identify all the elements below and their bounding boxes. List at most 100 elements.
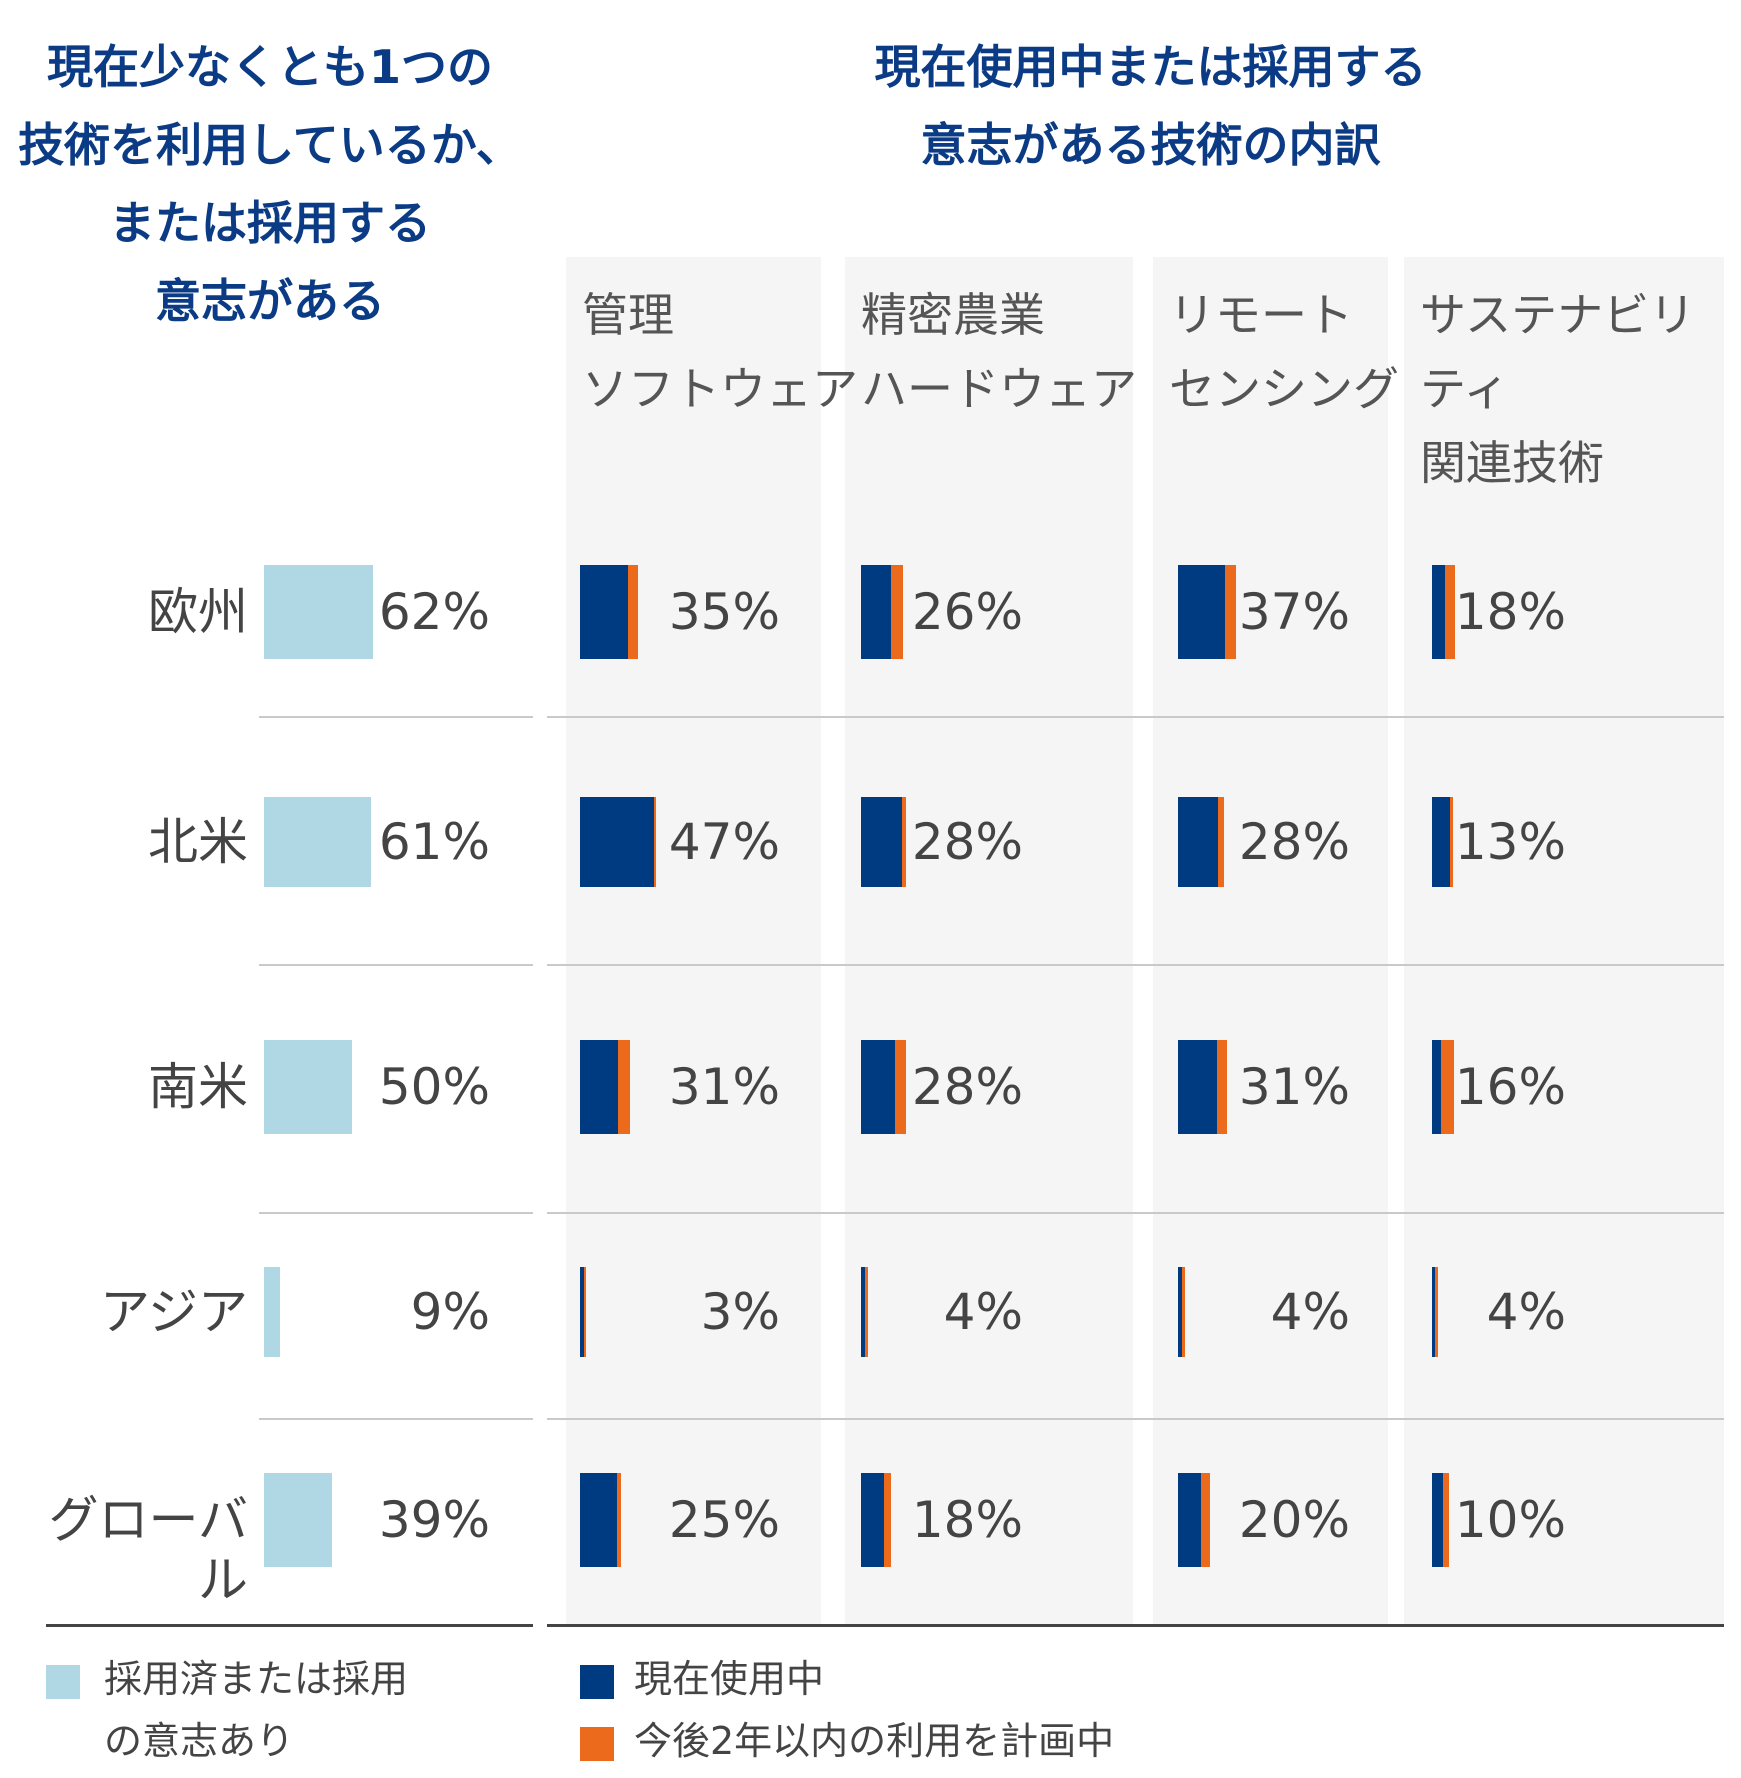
technology-value-label: 4% xyxy=(1270,1283,1350,1341)
row-separator xyxy=(547,964,1724,966)
planned-use-bar xyxy=(653,797,656,887)
region-label: 南米 xyxy=(148,1058,248,1116)
legend-label-planned: 今後2年以内の利用を計画中 xyxy=(634,1719,1115,1763)
adopted-value-label: 50% xyxy=(378,1058,490,1116)
right-chart-title: 現在使用中または採用する 意志がある技術の内訳 xyxy=(874,40,1427,172)
planned-use-bar xyxy=(884,1473,891,1567)
region-label: 北米 xyxy=(148,813,248,871)
current-use-bar xyxy=(861,1040,895,1134)
current-use-bar xyxy=(580,1040,618,1134)
planned-use-bar xyxy=(1201,1473,1210,1567)
column-header: 管理 ソフトウェア xyxy=(582,288,858,416)
technology-value-label: 20% xyxy=(1238,1491,1350,1549)
legend-label-current: 現在使用中 xyxy=(634,1657,825,1701)
planned-use-bar xyxy=(628,565,638,659)
technology-value-label: 13% xyxy=(1454,813,1566,871)
left-chart-title: 現在少なくとも1つの 技術を利用しているか、 または採用する 意志がある xyxy=(18,40,522,328)
column-background xyxy=(566,257,821,1627)
column-background xyxy=(845,257,1133,1627)
adopted-value-label: 9% xyxy=(410,1283,490,1341)
planned-use-bar xyxy=(901,797,906,887)
current-use-bar xyxy=(580,1473,617,1567)
current-use-bar xyxy=(861,1267,865,1357)
current-use-bar xyxy=(580,797,654,887)
adopted-bar xyxy=(264,797,371,887)
technology-value-label: 37% xyxy=(1238,583,1350,641)
current-use-bar xyxy=(1432,565,1445,659)
legend-label-adopted: 採用済または採用 の意志あり xyxy=(104,1657,409,1763)
region-label: アジア xyxy=(100,1283,248,1341)
planned-use-bar xyxy=(1443,1473,1449,1567)
row-separator xyxy=(547,716,1724,718)
planned-use-bar xyxy=(894,1040,906,1134)
planned-use-bar xyxy=(616,1473,621,1567)
planned-use-bar xyxy=(1449,797,1453,887)
column-header: リモート センシング xyxy=(1169,288,1399,416)
adopted-bar xyxy=(264,1040,352,1134)
planned-use-bar xyxy=(1225,565,1237,659)
technology-value-label: 31% xyxy=(1238,1058,1350,1116)
adopted-value-label: 61% xyxy=(378,813,490,871)
adopted-bar xyxy=(264,1267,280,1357)
planned-use-bar xyxy=(1440,1040,1454,1134)
region-label: グローバル xyxy=(48,1491,249,1609)
baseline xyxy=(46,1624,533,1627)
planned-use-bar xyxy=(617,1040,630,1134)
row-separator xyxy=(259,964,533,966)
current-use-bar xyxy=(1432,1040,1441,1134)
current-use-bar xyxy=(1178,565,1226,659)
technology-value-label: 28% xyxy=(911,1058,1023,1116)
current-use-bar xyxy=(1432,1473,1444,1567)
current-use-bar xyxy=(1432,797,1450,887)
technology-value-label: 26% xyxy=(911,583,1023,641)
region-label: 欧州 xyxy=(148,583,248,641)
row-separator xyxy=(259,716,533,718)
planned-use-bar xyxy=(1444,565,1456,659)
technology-value-label: 4% xyxy=(1486,1283,1566,1341)
row-separator xyxy=(259,1418,533,1420)
legend-swatch-adopted xyxy=(46,1665,80,1699)
technology-value-label: 18% xyxy=(1454,583,1566,641)
current-use-bar xyxy=(861,565,892,659)
current-use-bar xyxy=(1178,1267,1182,1357)
technology-value-label: 4% xyxy=(943,1283,1023,1341)
current-use-bar xyxy=(1178,1040,1218,1134)
current-use-bar xyxy=(1178,797,1218,887)
planned-use-bar xyxy=(891,565,903,659)
column-header: 精密農業 ハードウェア xyxy=(861,288,1137,416)
planned-use-bar xyxy=(1182,1267,1186,1357)
technology-value-label: 31% xyxy=(668,1058,780,1116)
technology-value-label: 28% xyxy=(911,813,1023,871)
current-use-bar xyxy=(861,797,902,887)
planned-use-bar xyxy=(865,1267,869,1357)
technology-value-label: 18% xyxy=(911,1491,1023,1549)
planned-use-bar xyxy=(1217,1040,1227,1134)
technology-value-label: 3% xyxy=(700,1283,780,1341)
technology-value-label: 16% xyxy=(1454,1058,1566,1116)
adopted-value-label: 62% xyxy=(378,583,490,641)
current-use-bar xyxy=(580,1267,584,1357)
adopted-bar xyxy=(264,565,373,659)
column-background xyxy=(1404,257,1724,1627)
adopted-value-label: 39% xyxy=(378,1491,490,1549)
current-use-bar xyxy=(861,1473,885,1567)
technology-value-label: 35% xyxy=(668,583,780,641)
planned-use-bar xyxy=(1435,1267,1439,1357)
technology-value-label: 47% xyxy=(668,813,780,871)
row-separator xyxy=(259,1212,533,1214)
planned-use-bar xyxy=(584,1267,586,1357)
row-separator xyxy=(547,1212,1724,1214)
adopted-bar xyxy=(264,1473,333,1567)
row-separator xyxy=(547,1418,1724,1420)
current-use-bar xyxy=(1432,1267,1436,1357)
column-background xyxy=(1153,257,1388,1627)
current-use-bar xyxy=(580,565,628,659)
legend-swatch-current xyxy=(580,1665,614,1699)
technology-value-label: 28% xyxy=(1238,813,1350,871)
baseline xyxy=(547,1624,1724,1627)
current-use-bar xyxy=(1178,1473,1202,1567)
technology-value-label: 25% xyxy=(668,1491,780,1549)
legend-swatch-planned xyxy=(580,1727,614,1761)
column-header: サステナビリティ 関連技術 xyxy=(1420,288,1696,490)
technology-value-label: 10% xyxy=(1454,1491,1566,1549)
